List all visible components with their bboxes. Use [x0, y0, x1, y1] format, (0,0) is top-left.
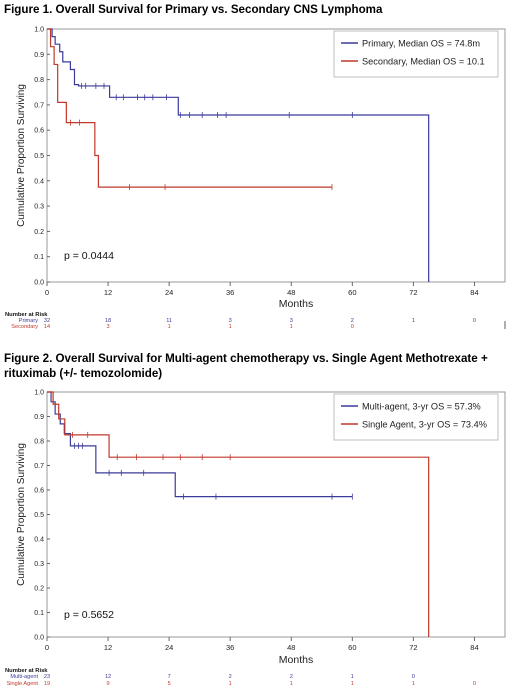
y-tick-label: 0.7 [34, 102, 44, 109]
risk-value: 14 [44, 324, 50, 329]
figure-2-title: Figure 2. Overall Survival for Multi-age… [4, 352, 488, 380]
x-tick-label: 24 [165, 643, 173, 652]
risk-value: 0 [351, 324, 354, 329]
risk-table-header: Number at Risk [5, 312, 48, 318]
risk-row-label: Primary [19, 318, 38, 324]
risk-value: 3 [107, 324, 110, 329]
legend-box [333, 393, 499, 441]
legend-label: Secondary, Median OS = 10.1 [362, 57, 485, 67]
y-axis-label: Cumulative Proportion Surviving [16, 84, 27, 227]
y-tick-label: 0.0 [34, 280, 44, 287]
risk-value: 2 [290, 674, 293, 680]
y-tick-label: 0.5 [34, 153, 44, 160]
legend-label: Single Agent, 3-yr OS = 73.4% [362, 420, 487, 430]
y-tick-label: 0.3 [34, 204, 44, 211]
x-tick-label: 60 [348, 288, 356, 297]
y-tick-label: 0.8 [34, 77, 44, 84]
y-tick-label: 0.0 [34, 635, 44, 642]
risk-value: 1 [290, 324, 293, 329]
y-tick-label: 0.7 [34, 463, 44, 470]
risk-row-label: Secondary [11, 324, 38, 329]
x-axis-label: Months [279, 654, 313, 666]
risk-value: 5 [168, 681, 171, 687]
risk-value: 3 [229, 318, 232, 324]
legend-box [333, 30, 499, 78]
risk-value: 1 [351, 674, 354, 680]
y-tick-label: 1.0 [34, 27, 44, 34]
y-tick-label: 0.3 [34, 561, 44, 568]
risk-table-header: Number at Risk [5, 668, 48, 674]
risk-value: 18 [105, 318, 111, 324]
risk-value: 1 [229, 324, 232, 329]
y-tick-label: 0.8 [34, 439, 44, 446]
x-tick-label: 36 [226, 643, 234, 652]
y-tick-label: 0.4 [34, 537, 44, 544]
risk-value: 1 [168, 324, 171, 329]
y-tick-label: 0.2 [34, 229, 44, 236]
p-value-annotation: p = 0.5652 [64, 609, 114, 621]
risk-value: 1 [351, 681, 354, 687]
survival-curve-series-2 [47, 28, 332, 188]
p-value-annotation: p = 0.0444 [64, 250, 114, 262]
x-tick-label: 12 [104, 643, 112, 652]
risk-value: 1 [290, 681, 293, 687]
figure-1-title: Figure 1. Overall Survival for Primary v… [4, 3, 383, 16]
survival-curve-series-1 [47, 391, 353, 498]
risk-value: 2 [351, 318, 354, 324]
x-tick-label: 24 [165, 288, 173, 297]
y-tick-label: 0.1 [34, 610, 44, 617]
risk-value: 9 [107, 681, 110, 687]
y-tick-label: 0.5 [34, 512, 44, 519]
y-axis-label: Cumulative Proportion Surviving [16, 443, 27, 586]
x-tick-label: 36 [226, 288, 234, 297]
risk-value: 12 [105, 674, 111, 680]
x-tick-label: 60 [348, 643, 356, 652]
x-tick-label: 48 [287, 643, 295, 652]
x-tick-label: 0 [45, 643, 49, 652]
y-tick-label: 0.9 [34, 414, 44, 421]
risk-value: 19 [44, 681, 50, 687]
y-tick-label: 1.0 [34, 390, 44, 397]
x-tick-label: 48 [287, 288, 295, 297]
legend-label: Multi-agent, 3-yr OS = 57.3% [362, 402, 481, 412]
x-tick-label: 12 [104, 288, 112, 297]
figure-2-chart: 0.00.10.20.30.40.50.60.70.80.91.00 12 24 36… [5, 390, 506, 687]
risk-value: 23 [44, 674, 50, 680]
x-tick-label: 0 [45, 288, 49, 297]
risk-value: 3 [290, 318, 293, 324]
survival-curve-series-2 [47, 391, 430, 637]
y-tick-label: 0.6 [34, 488, 44, 495]
x-tick-label: 84 [470, 643, 478, 652]
y-tick-label: 0.1 [34, 254, 44, 261]
risk-value: 0 [473, 318, 476, 324]
x-tick-label: 84 [470, 288, 478, 297]
risk-value: 1 [412, 681, 415, 687]
y-tick-label: 0.6 [34, 128, 44, 135]
risk-value: 0 [473, 681, 476, 687]
risk-value: 11 [166, 318, 172, 324]
survival-curve-series-1 [47, 28, 430, 282]
risk-value: 0 [412, 674, 415, 680]
legend-label: Primary, Median OS = 74.8m [362, 39, 480, 49]
risk-value: 7 [168, 674, 171, 680]
figure-1-chart: 0.00.10.20.30.40.50.60.70.80.91.00 12 24 36… [5, 27, 506, 329]
risk-value: 2 [229, 674, 232, 680]
y-tick-label: 0.9 [34, 52, 44, 59]
risk-value: 1 [229, 681, 232, 687]
y-tick-label: 0.2 [34, 586, 44, 593]
x-axis-label: Months [279, 298, 313, 310]
risk-value: 32 [44, 318, 50, 324]
risk-row-label: Multi-agent [10, 674, 38, 680]
risk-row-label: Single Agent [7, 681, 39, 687]
x-tick-label: 72 [409, 643, 417, 652]
y-tick-label: 0.4 [34, 178, 44, 185]
x-tick-label: 72 [409, 288, 417, 297]
risk-value: 1 [412, 318, 415, 324]
